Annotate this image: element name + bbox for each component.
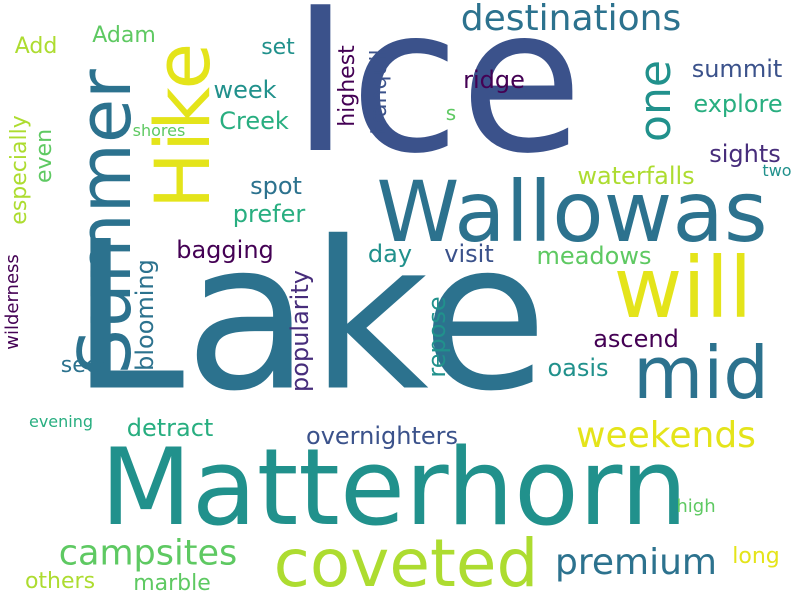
word: marble [133,571,211,596]
word: oasis [547,354,609,382]
word: coveted [273,525,539,600]
word: s [445,101,457,125]
word: others [24,569,96,594]
word: ascend [593,325,679,353]
word: Ice [291,0,583,198]
word: tranquil [367,49,392,135]
word: even [32,128,57,184]
word: campsites [58,533,238,574]
word: will [613,239,753,337]
word: long [732,544,780,569]
word: Add [14,34,58,59]
word: see [60,353,100,378]
word: repose [423,296,451,378]
word: set [261,35,295,60]
word: ridge [463,66,525,94]
word: wilderness [2,254,23,350]
word: weekends [576,415,756,456]
word: overnighters [306,422,458,450]
word: popularity [286,270,314,392]
word: blooming [131,259,159,371]
word: Creek [219,107,289,135]
word: one [630,60,681,142]
word: Wallowas [376,163,768,261]
word: day [367,240,413,268]
word: highest [335,45,360,127]
word: evening [28,412,94,431]
word: Lake [70,198,548,437]
word: two [762,161,792,180]
word: summit [691,55,783,83]
word: mid [633,331,769,415]
word: visit [444,240,494,268]
word: meadows [536,242,652,270]
word: sights [709,140,781,168]
word: shores [132,121,186,140]
word: waterfalls [577,162,695,190]
word: detract [126,414,214,442]
word: week [213,76,277,104]
word: especially [7,115,32,225]
word: prefer [232,200,306,228]
word: explore [693,90,783,118]
word: spot [250,172,302,200]
word: high [676,496,716,517]
word: Adam [92,23,156,48]
word: destinations [460,0,682,39]
word: Matterhorn [100,426,688,549]
word: bagging [176,236,274,264]
word: premium [555,542,717,583]
